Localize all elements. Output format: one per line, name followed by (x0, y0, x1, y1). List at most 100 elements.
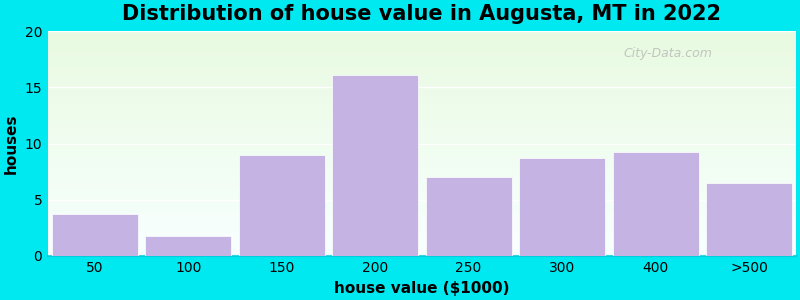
Bar (52, 214, 138, 256)
Bar (48, 233, 796, 234)
Bar (48, 110, 796, 111)
Bar (48, 95, 796, 96)
Bar (48, 163, 796, 164)
Bar (48, 186, 796, 187)
Bar (48, 221, 796, 222)
Bar (48, 243, 796, 244)
Bar (48, 122, 796, 123)
Bar (48, 61, 796, 63)
Bar (48, 130, 796, 131)
Bar (48, 58, 796, 59)
Bar (48, 188, 796, 190)
Bar (48, 117, 796, 118)
Bar (48, 246, 796, 247)
Bar (48, 157, 796, 158)
Bar (48, 142, 796, 143)
Bar (48, 155, 796, 156)
Bar (48, 248, 796, 249)
Bar (48, 237, 796, 238)
Bar (519, 158, 605, 256)
Bar (48, 132, 796, 134)
Bar (48, 226, 796, 228)
Bar (48, 129, 796, 130)
Bar (48, 41, 796, 43)
Bar (48, 170, 796, 172)
Bar (48, 200, 796, 201)
Bar (48, 137, 796, 138)
Bar (48, 103, 796, 104)
Bar (48, 81, 796, 82)
Bar (48, 55, 796, 56)
Bar (48, 131, 796, 132)
Bar (48, 205, 796, 206)
Bar (48, 106, 796, 108)
Bar (48, 138, 796, 139)
Bar (48, 185, 796, 186)
Bar (48, 136, 796, 137)
Bar (48, 148, 796, 149)
Bar (48, 84, 796, 85)
Bar (48, 56, 796, 57)
Bar (48, 93, 796, 94)
Bar (48, 167, 796, 168)
Bar (48, 168, 796, 169)
Bar (48, 220, 796, 221)
Bar (48, 150, 796, 152)
Bar (48, 172, 796, 173)
Bar (48, 80, 796, 81)
Bar (48, 83, 796, 84)
Bar (48, 31, 796, 32)
Bar (48, 249, 796, 250)
Bar (48, 68, 796, 69)
Bar (48, 152, 796, 154)
Bar (48, 222, 796, 223)
Bar (48, 105, 796, 106)
Bar (48, 147, 796, 148)
Bar (48, 96, 796, 98)
Bar (48, 50, 796, 52)
Bar (48, 86, 796, 87)
Bar (145, 236, 231, 256)
Bar (48, 94, 796, 95)
Bar (48, 145, 796, 146)
Bar (48, 239, 796, 240)
Bar (48, 69, 796, 70)
Bar (48, 212, 796, 213)
Bar (48, 32, 796, 34)
Bar (48, 229, 796, 230)
Bar (48, 219, 796, 220)
Bar (48, 211, 796, 212)
Bar (48, 85, 796, 86)
Bar (48, 64, 796, 65)
Bar (48, 45, 796, 46)
Bar (48, 119, 796, 120)
Bar (48, 193, 796, 194)
Bar (48, 251, 796, 252)
Bar (48, 100, 796, 101)
Bar (48, 183, 796, 184)
Bar (48, 158, 796, 159)
Bar (48, 57, 796, 58)
Bar (48, 242, 796, 243)
Bar (48, 78, 796, 80)
Bar (48, 250, 796, 251)
Bar (48, 75, 796, 76)
Bar (48, 98, 796, 99)
Bar (48, 225, 796, 226)
Bar (48, 228, 796, 229)
Bar (48, 181, 796, 182)
Bar (48, 48, 796, 49)
Bar (48, 223, 796, 224)
Bar (48, 215, 796, 216)
Bar (48, 40, 796, 41)
Bar (48, 108, 796, 109)
Bar (48, 67, 796, 68)
Bar (48, 44, 796, 45)
Bar (48, 176, 796, 177)
Bar (48, 195, 796, 196)
Bar (332, 75, 418, 256)
Bar (48, 232, 796, 233)
Bar (48, 179, 796, 181)
Bar (48, 123, 796, 124)
Bar (48, 74, 796, 75)
